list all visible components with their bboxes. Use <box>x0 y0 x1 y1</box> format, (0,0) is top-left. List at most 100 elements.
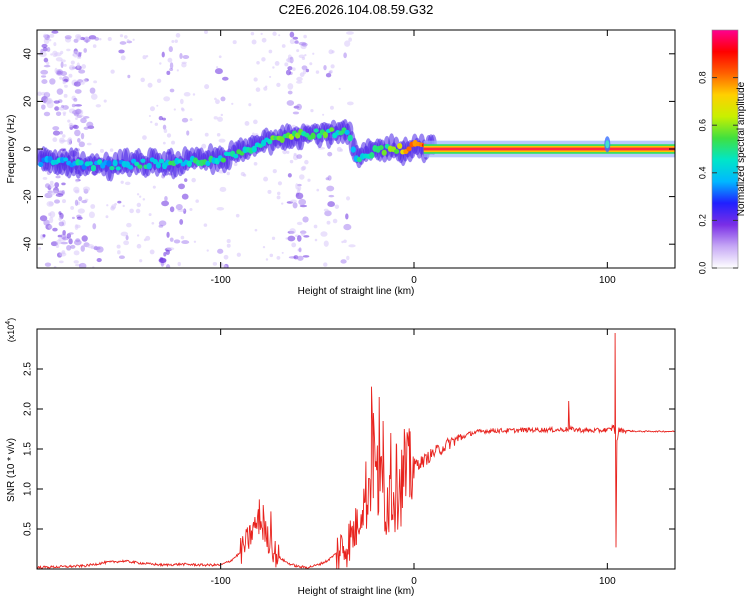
noise-speck <box>164 195 168 202</box>
noise-speck <box>295 80 303 84</box>
colorbar-label: Normalized spectral amplitude <box>736 81 747 216</box>
noise-speck <box>162 117 166 121</box>
noise-speck <box>55 175 61 179</box>
ridge-peak <box>251 145 257 153</box>
noise-speck <box>62 134 66 138</box>
noise-speck <box>161 51 165 58</box>
noise-speck <box>348 37 352 42</box>
noise-speck <box>86 142 92 146</box>
noise-speck <box>327 201 335 208</box>
noise-speck <box>291 242 297 248</box>
ridge-peak <box>109 166 115 171</box>
noise-speck <box>181 62 187 68</box>
noise-speck <box>301 42 308 47</box>
ridge-peak <box>87 161 93 166</box>
noise-speck <box>281 251 284 254</box>
noise-speck <box>296 154 303 159</box>
noise-speck <box>114 202 117 206</box>
snr-y-multiplier-close: ) <box>6 318 16 321</box>
noise-speck <box>323 65 327 71</box>
noise-speck <box>286 100 295 106</box>
noise-speck <box>260 32 263 35</box>
noise-speck <box>49 180 54 185</box>
noise-speck <box>295 183 299 190</box>
noise-speck <box>110 69 115 74</box>
noise-speck <box>222 264 228 268</box>
y-tick-label: 0.5 <box>23 522 34 536</box>
noise-speck <box>60 71 68 76</box>
noise-speck <box>348 244 356 248</box>
noise-speck <box>289 159 294 164</box>
noise-speck <box>132 38 135 41</box>
noise-speck <box>74 104 82 107</box>
noise-speck <box>145 235 151 241</box>
ridge-peak <box>329 127 335 132</box>
noise-speck <box>272 66 275 69</box>
noise-speck <box>60 241 68 245</box>
spectrogram-x-ticks: -100 0 100 <box>211 30 616 286</box>
noise-speck <box>149 106 155 112</box>
y-tick-label: -20 <box>23 189 34 204</box>
noise-speck <box>222 76 229 81</box>
noise-speck <box>127 74 131 79</box>
noise-speck <box>277 181 283 186</box>
noise-speck <box>204 132 209 137</box>
noise-speck <box>40 48 44 54</box>
noise-speck <box>226 239 231 244</box>
noise-speck <box>46 200 54 207</box>
noise-speck <box>298 247 302 253</box>
noise-speck <box>302 216 309 223</box>
noise-speck <box>189 207 193 211</box>
noise-speck <box>204 30 208 34</box>
noise-speck <box>107 36 112 42</box>
noise-speck <box>55 244 60 248</box>
stable-band-core <box>423 147 675 151</box>
noise-speck <box>204 84 210 90</box>
noise-speck <box>118 255 125 260</box>
noise-speck <box>232 40 237 45</box>
noise-speck <box>219 186 227 192</box>
noise-speck <box>67 137 73 142</box>
ridge-peak <box>279 136 285 143</box>
noise-speck <box>41 43 48 49</box>
noise-speck <box>106 204 109 207</box>
noise-speck <box>216 206 225 211</box>
noise-speck <box>151 221 155 225</box>
noise-speck <box>226 243 231 248</box>
noise-speck <box>158 115 163 121</box>
noise-speck <box>267 189 272 194</box>
noise-speck <box>215 99 220 105</box>
noise-speck <box>66 48 71 52</box>
noise-speck <box>96 257 102 263</box>
noise-speck <box>50 53 53 56</box>
noise-speck <box>168 46 173 53</box>
noise-speck <box>68 73 73 78</box>
noise-speck <box>74 89 82 94</box>
noise-speck <box>154 122 159 126</box>
noise-speck <box>261 57 266 62</box>
noise-speck <box>281 202 284 205</box>
spectrogram-y-label: Frequency (Hz) <box>6 115 17 184</box>
noise-speck <box>287 83 294 90</box>
noise-speck <box>55 111 62 116</box>
x-tick-label: -100 <box>211 275 231 286</box>
noise-speck <box>64 84 68 88</box>
noise-speck <box>163 252 167 257</box>
noise-speck <box>68 232 74 235</box>
noise-speck <box>276 255 281 260</box>
noise-speck <box>117 250 121 255</box>
noise-speck <box>285 237 288 240</box>
noise-speck <box>331 50 335 54</box>
noise-speck <box>302 255 310 258</box>
y-tick-label: -40 <box>23 237 34 252</box>
noise-speck <box>180 235 185 240</box>
noise-speck <box>126 222 132 228</box>
noise-speck <box>56 88 64 95</box>
noise-speck <box>281 44 286 48</box>
ridge-peak <box>155 162 162 169</box>
noise-speck <box>298 198 307 206</box>
noise-speck <box>289 31 295 38</box>
noise-speck <box>323 208 329 212</box>
figure-title: C2E6.2026.104.08.59.G32 <box>279 2 434 17</box>
noise-speck <box>70 206 75 210</box>
